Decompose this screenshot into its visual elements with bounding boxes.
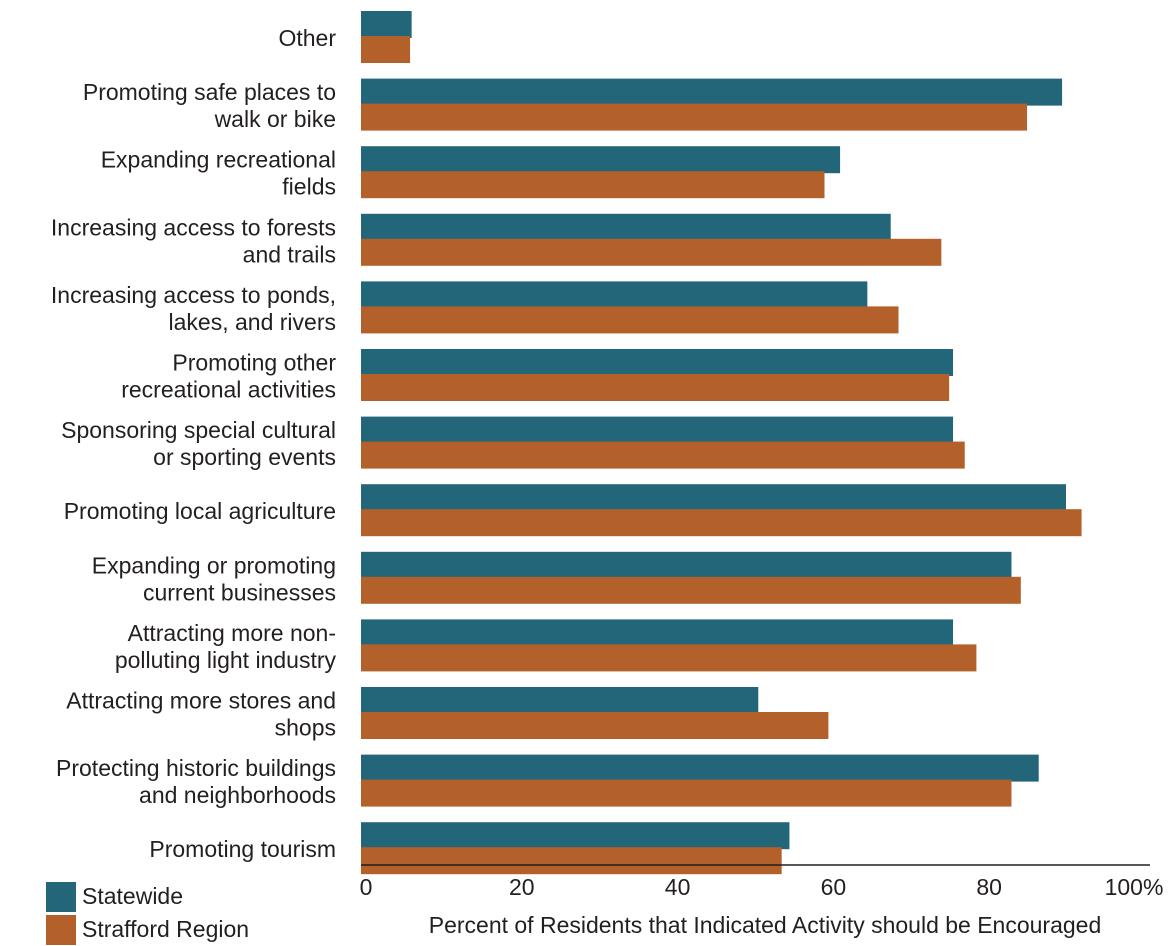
category-label-increasing-access-to-ponds-lakes-and-rivers: Increasing access to ponds, lakes, and ri… [51,282,336,335]
bars-group [361,11,1082,875]
legend-item-strafford-region: Strafford Region [46,913,249,946]
category-label-attracting-more-stores-and-shops: Attracting more stores and shops [66,688,336,741]
category-label-promoting-safe-places-to-walk-or-bike: Promoting safe places to walk or bike [83,79,336,132]
legend-label-strafford-region: Strafford Region [82,916,250,942]
bar-statewide-attracting-more-stores-and-shops [361,687,759,714]
category-label-protecting-historic-buildings-and-neighborhoods: Protecting historic buildings and neighbo… [56,755,336,808]
x-tick-label: 60 [821,874,847,900]
bar-statewide-promoting-tourism [361,822,790,850]
bar-statewide-protecting-historic-buildings-and-neighborhoods [361,754,1039,782]
x-tick-label: 100% [1105,874,1164,900]
legend: Statewide Strafford Region [46,880,249,946]
x-tick-label: 0 [360,874,373,900]
x-tick-label: 20 [509,874,535,900]
x-tick-label: 80 [976,874,1002,900]
bar-strafford-region-promoting-safe-places-to-walk-or-bike [361,103,1028,131]
bar-statewide-increasing-access-to-ponds-lakes-and-rivers [361,281,868,309]
category-label-attracting-more-non-polluting-light-industry: Attracting more non-polluting light indu… [115,620,337,673]
bar-strafford-region-sponsoring-special-cultural-or-sporting-events [361,441,965,469]
category-label-other: Other [278,25,336,51]
x-tick-label: 40 [665,874,691,900]
x-axis-title: Percent of Residents that Indicated Acti… [429,912,1102,938]
category-label-sponsoring-special-cultural-or-sporting-events: Sponsoring special cultural or sporting e… [61,417,336,470]
x-tick-labels: 0 20 40 60 80 100% [360,874,1164,900]
legend-swatch-statewide [46,881,76,912]
bar-statewide-other [361,11,412,38]
bar-statewide-increasing-access-to-forests-and-trails [361,213,891,241]
bar-statewide-promoting-other-recreational-activities [361,349,954,376]
bar-statewide-expanding-recreational-fields [361,146,841,174]
category-label-promoting-tourism: Promoting tourism [149,836,336,862]
category-label-expanding-recreational-fields: Expanding recreational fields [101,147,336,200]
category-labels: Other Promoting safe places to walk or bik… [51,25,337,862]
bar-statewide-sponsoring-special-cultural-or-sporting-events [361,416,954,444]
bar-strafford-region-increasing-access-to-forests-and-trails [361,238,942,266]
bar-statewide-promoting-safe-places-to-walk-or-bike [361,78,1063,106]
bar-strafford-region-promoting-tourism [361,847,782,875]
legend-item-statewide: Statewide [46,880,249,913]
bar-strafford-region-other [361,36,411,63]
bar-strafford-region-expanding-or-promoting-current-businesses [361,576,1021,604]
bar-strafford-region-increasing-access-to-ponds-lakes-and-rivers [361,306,899,334]
legend-swatch-strafford-region [46,914,76,945]
bar-strafford-region-expanding-recreational-fields [361,171,825,199]
bar-statewide-promoting-local-agriculture [361,484,1066,512]
bar-statewide-attracting-more-non-polluting-light-industry [361,619,954,647]
bar-strafford-region-attracting-more-stores-and-shops [361,712,829,739]
category-label-increasing-access-to-forests-and-trails: Increasing access to forests and trails [51,214,336,267]
bar-statewide-expanding-or-promoting-current-businesses [361,551,1012,579]
bar-strafford-region-promoting-other-recreational-activities [361,374,950,401]
category-label-promoting-local-agriculture: Promoting local agriculture [64,498,336,524]
bar-strafford-region-promoting-local-agriculture [361,509,1082,537]
bar-strafford-region-attracting-more-non-polluting-light-industry [361,644,977,672]
category-label-promoting-other-recreational-activities: Promoting other recreational activities [121,350,336,403]
legend-label-statewide: Statewide [82,883,184,909]
category-label-expanding-or-promoting-current-businesses: Expanding or promoting current businesses [92,552,336,605]
bar-strafford-region-protecting-historic-buildings-and-neighborhoods [361,779,1012,807]
